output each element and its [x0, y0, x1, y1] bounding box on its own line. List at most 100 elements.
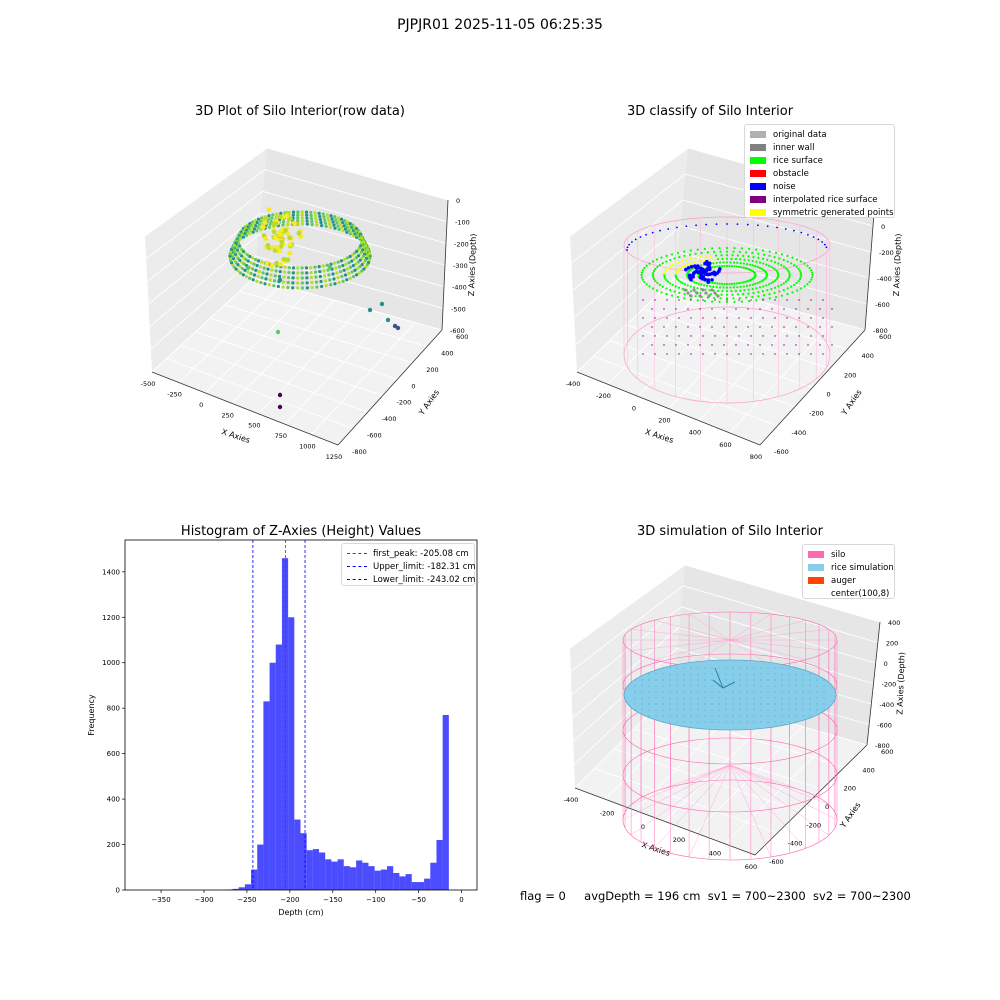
- classified-point: [747, 259, 750, 262]
- data-point: [287, 265, 291, 270]
- interpolated-point: [690, 299, 692, 301]
- classified-point: [663, 273, 666, 277]
- rice-point: [739, 715, 741, 717]
- noise-point: [703, 277, 707, 282]
- classified-point: [784, 280, 788, 283]
- legend-swatch: [808, 564, 824, 571]
- data-point: [314, 280, 319, 284]
- classified-point: [730, 265, 734, 268]
- interpolated-point: [714, 317, 716, 319]
- interpolated-point: [750, 335, 752, 337]
- gridline-y: [724, 735, 835, 845]
- data-point: [241, 235, 245, 239]
- legend-item: interpolated rice surface: [750, 193, 889, 206]
- classified-point: [799, 275, 802, 279]
- rice-point: [683, 685, 685, 687]
- rice-point: [732, 721, 734, 723]
- classified-point: [640, 271, 643, 274]
- classified-point: [762, 249, 765, 252]
- classified-point: [700, 264, 703, 267]
- classified-point: [748, 263, 751, 266]
- rice-point: [704, 715, 706, 717]
- classified-point: [767, 264, 771, 267]
- histogram-bar: [442, 715, 449, 890]
- silo-roof-line: [654, 620, 731, 641]
- rice-point: [634, 679, 636, 681]
- auger-shaft: [714, 667, 724, 689]
- interpolated-point: [810, 335, 812, 337]
- data-point: [269, 219, 273, 223]
- classified-point: [733, 300, 736, 303]
- data-point: [347, 261, 351, 265]
- classified-point: [758, 261, 762, 264]
- legend-label: inner wall: [773, 142, 815, 153]
- rice-point: [760, 673, 762, 675]
- gridline-x: [166, 358, 354, 429]
- interpolated-point: [798, 335, 800, 337]
- interpolated-point: [711, 344, 713, 346]
- classified-point: [669, 282, 672, 285]
- classified-point: [765, 263, 768, 266]
- rice-point: [718, 703, 720, 705]
- legend-line-swatch: [347, 553, 367, 554]
- rice-point: [802, 709, 804, 711]
- data-point: [285, 257, 291, 263]
- silo-floor-line: [729, 764, 806, 792]
- rice-point: [781, 703, 783, 705]
- data-point: [368, 252, 372, 256]
- rice-point: [746, 697, 748, 699]
- classified-point: [742, 262, 745, 265]
- rice-point: [704, 673, 706, 675]
- legend-swatch: [750, 131, 766, 138]
- classified-point: [651, 273, 654, 277]
- interpolated-point: [738, 299, 740, 301]
- classified-point: [751, 295, 754, 299]
- classified-point: [708, 289, 711, 292]
- data-point: [315, 223, 319, 227]
- inner-wall-point: [683, 288, 687, 292]
- rice-point: [795, 715, 797, 717]
- plot4-3d-simulation: -400 -200 0 200 400 600 -600 -400 -200 0 200 400 600…: [564, 564, 907, 871]
- classified-point: [735, 265, 738, 268]
- rice-point: [760, 667, 762, 669]
- classified-point: [725, 254, 729, 257]
- interpolated-point: [663, 344, 665, 346]
- interpolated-point: [675, 326, 677, 328]
- classified-point: [648, 262, 651, 265]
- interpolated-point: [642, 299, 644, 301]
- data-point: [324, 284, 328, 288]
- histogram-bar: [374, 870, 381, 890]
- rice-point: [739, 721, 741, 723]
- classified-point: [762, 294, 766, 297]
- rice-point: [669, 709, 671, 711]
- rice-point: [648, 679, 650, 681]
- data-point: [333, 282, 337, 286]
- y-tick-label: 1000: [102, 659, 120, 667]
- data-point: [265, 242, 271, 248]
- classified-point: [733, 247, 736, 250]
- interpolated-point: [810, 299, 812, 301]
- gridline-z-left: [570, 585, 684, 672]
- z-tick-label: -400: [452, 284, 467, 292]
- data-point: [343, 273, 348, 277]
- classified-point: [736, 254, 739, 257]
- classified-point: [799, 287, 803, 290]
- silo-roof-line: [729, 620, 806, 641]
- data-point: [313, 214, 318, 218]
- interpolated-point: [678, 353, 680, 355]
- rice-point: [781, 673, 783, 675]
- data-point: [323, 274, 327, 278]
- classified-point: [718, 265, 721, 268]
- rice-point: [669, 703, 671, 705]
- classified-point: [782, 282, 785, 285]
- rice-point: [662, 721, 664, 723]
- classified-point: [770, 282, 773, 285]
- noise-point: [639, 236, 642, 238]
- classified-point: [683, 254, 686, 257]
- rice-point: [739, 673, 741, 675]
- classified-point: [772, 267, 775, 270]
- classified-point: [787, 270, 790, 273]
- rice-point: [809, 715, 811, 717]
- data-point: [250, 267, 255, 271]
- classified-point: [758, 281, 761, 284]
